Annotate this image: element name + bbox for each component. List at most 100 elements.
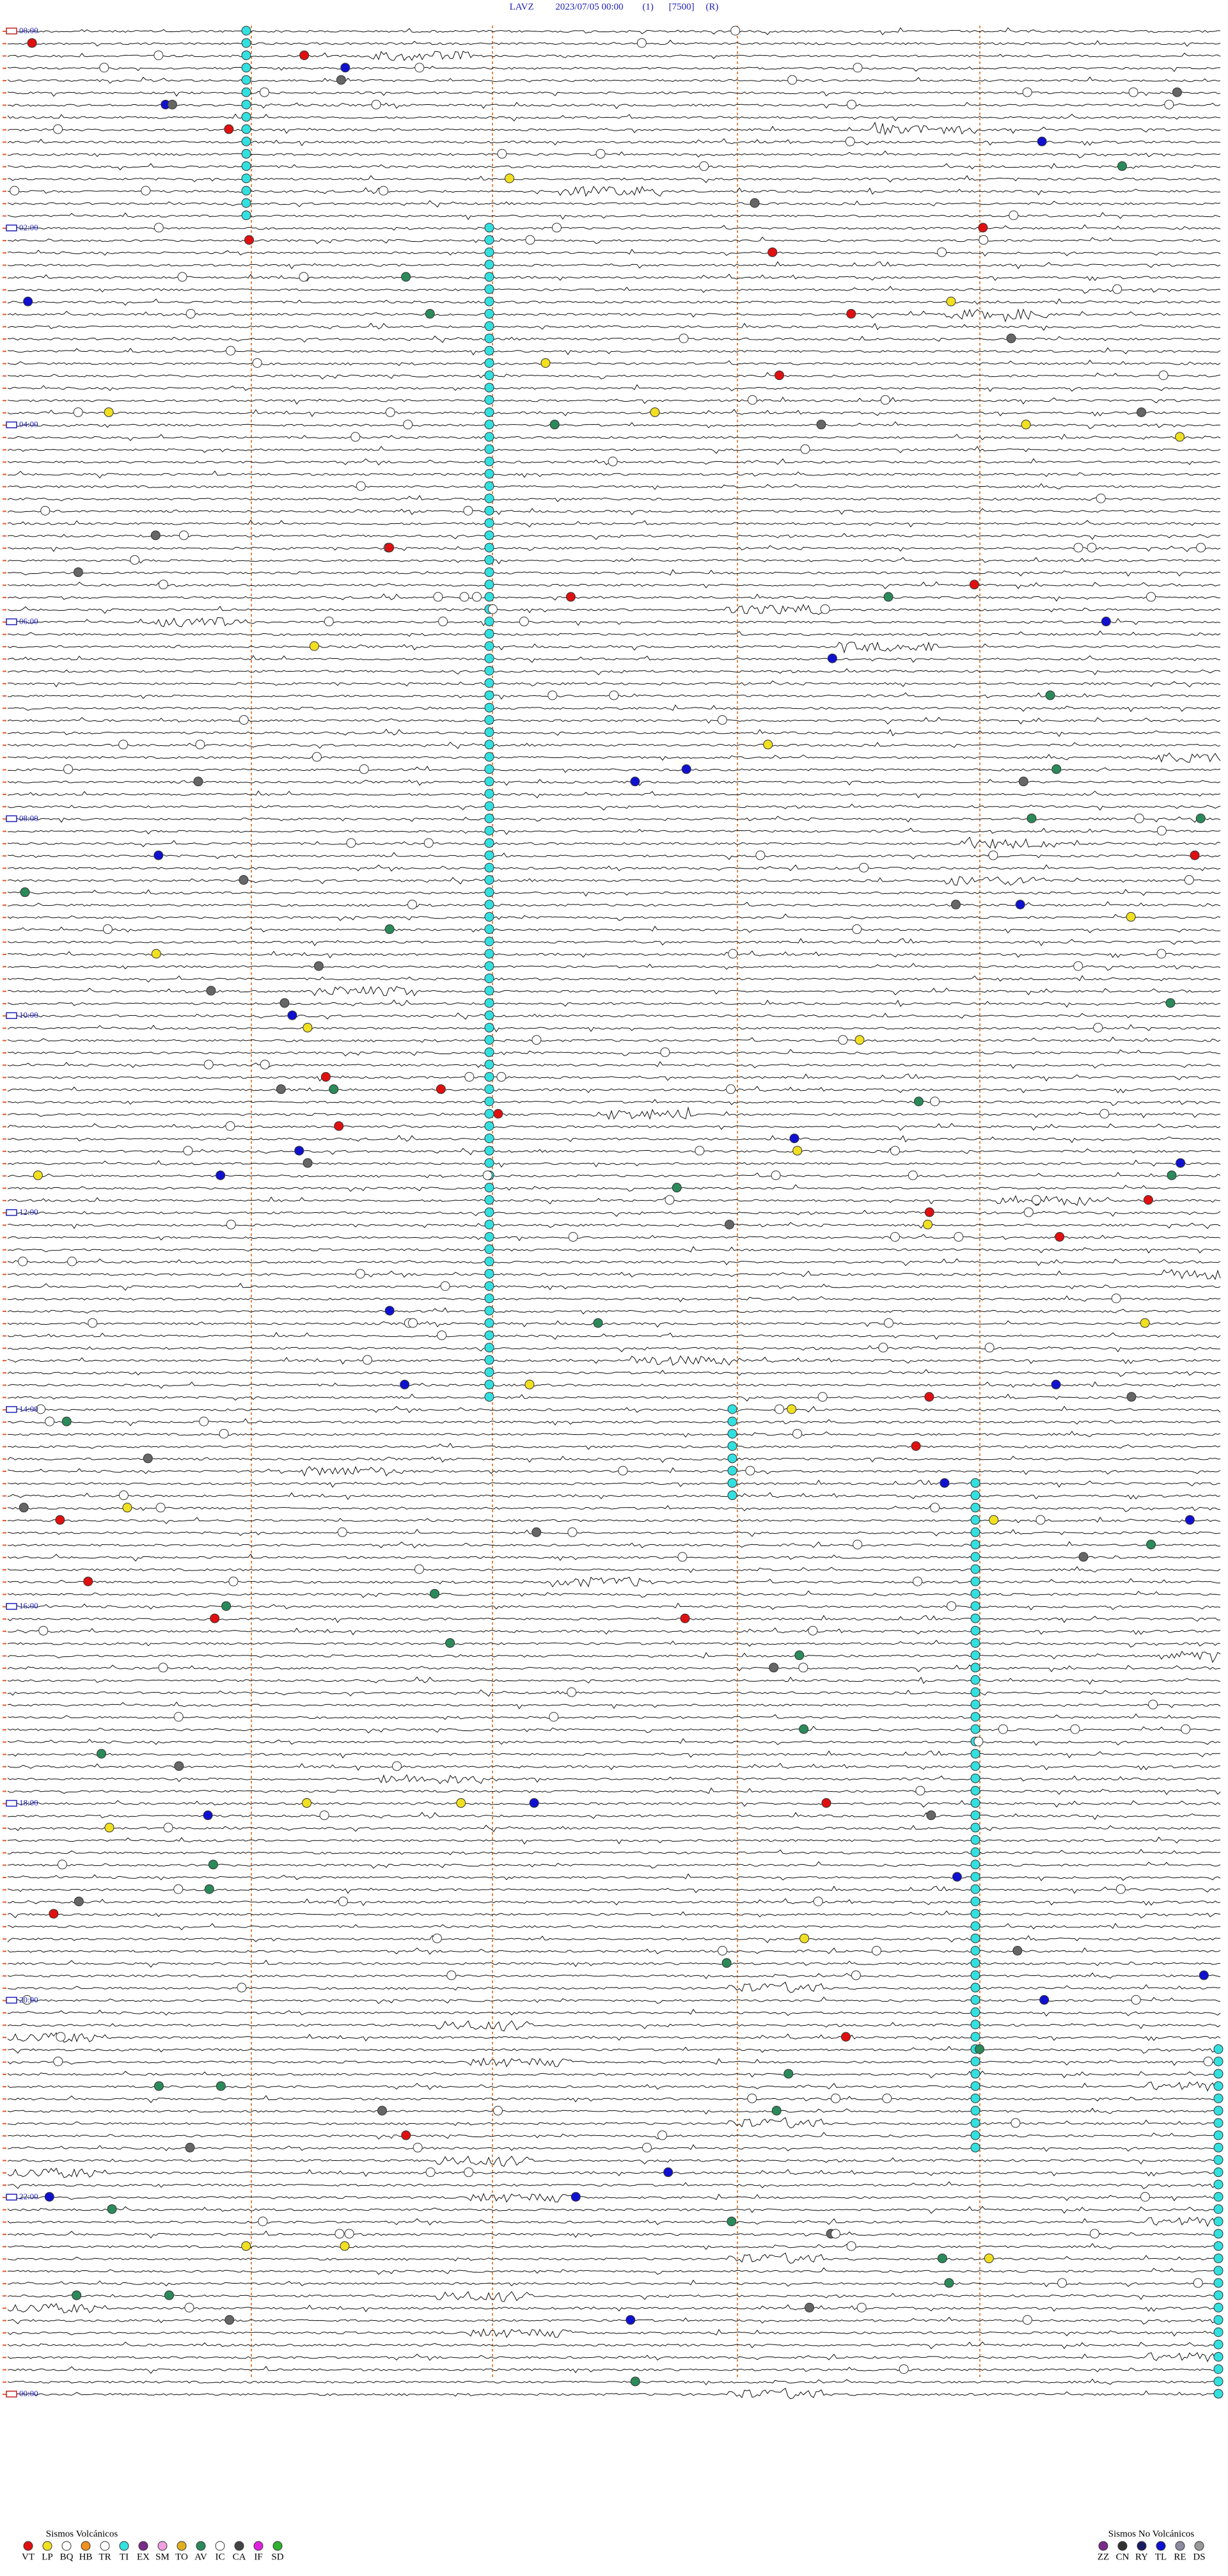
event-marker xyxy=(1035,1515,1046,1525)
event-marker xyxy=(484,358,494,368)
event-marker xyxy=(970,1896,980,1906)
event-marker xyxy=(1117,161,1127,171)
event-marker xyxy=(195,739,205,750)
event-marker xyxy=(1126,1392,1137,1402)
event-marker xyxy=(1213,2229,1224,2239)
event-marker xyxy=(484,862,494,873)
event-marker xyxy=(241,75,251,85)
event-marker xyxy=(241,210,251,221)
trace xyxy=(7,1258,1221,1267)
event-marker xyxy=(319,1810,329,1821)
event-marker xyxy=(820,604,830,614)
trace xyxy=(7,1492,1221,1500)
event-marker xyxy=(531,1035,542,1045)
event-marker xyxy=(747,2093,757,2103)
trace xyxy=(7,827,1221,835)
event-marker xyxy=(1213,2093,1224,2103)
event-marker xyxy=(484,407,494,417)
legend-swatch xyxy=(215,2541,225,2551)
trace xyxy=(7,236,1221,244)
legend-code: EX xyxy=(137,2552,150,2562)
event-marker xyxy=(1165,998,1176,1008)
trace xyxy=(7,1640,1221,1648)
event-marker xyxy=(23,296,33,306)
trace xyxy=(7,617,1221,628)
event-marker xyxy=(1073,961,1083,971)
event-marker xyxy=(608,456,618,466)
trace xyxy=(7,1664,1221,1673)
event-marker xyxy=(173,1884,184,1894)
event-marker xyxy=(970,1687,980,1697)
event-marker xyxy=(241,2241,251,2251)
trace xyxy=(7,2303,1221,2314)
trace xyxy=(7,347,1221,356)
event-marker xyxy=(937,247,947,257)
event-marker xyxy=(1131,1995,1141,2005)
event-marker xyxy=(384,542,395,553)
legend-swatch xyxy=(42,2541,52,2551)
legend-swatch xyxy=(1098,2541,1108,2551)
trace xyxy=(7,51,1221,61)
trace xyxy=(7,2206,1221,2214)
event-marker xyxy=(626,2315,636,2325)
event-marker xyxy=(1164,99,1174,109)
event-marker xyxy=(178,530,189,541)
trace xyxy=(7,470,1221,478)
event-marker xyxy=(988,850,998,860)
event-marker xyxy=(923,1219,933,1229)
event-marker xyxy=(241,112,251,122)
event-marker xyxy=(1213,2302,1224,2312)
event-marker xyxy=(38,1625,49,1636)
trace xyxy=(7,836,1221,849)
event-marker xyxy=(484,321,494,331)
legend-swatch xyxy=(61,2541,72,2551)
event-marker xyxy=(484,481,494,491)
event-marker xyxy=(1213,2130,1224,2140)
event-marker xyxy=(970,1601,980,1611)
trace xyxy=(7,680,1221,688)
event-marker xyxy=(946,296,956,306)
event-marker xyxy=(970,1884,980,1894)
event-marker xyxy=(324,617,334,627)
trace xyxy=(7,2117,1221,2129)
trace xyxy=(7,766,1221,773)
event-marker xyxy=(53,2057,63,2067)
event-marker xyxy=(484,370,494,381)
event-marker xyxy=(1213,2106,1224,2116)
trace xyxy=(7,1935,1221,1943)
event-marker xyxy=(224,2315,235,2325)
event-marker xyxy=(680,1613,690,1624)
event-marker xyxy=(210,1613,220,1624)
trace xyxy=(7,2155,1221,2167)
event-marker xyxy=(851,1970,861,1980)
time-box xyxy=(6,1799,17,1807)
trace xyxy=(7,2291,1221,2302)
trace xyxy=(7,654,1221,663)
event-marker xyxy=(571,2192,581,2202)
trace xyxy=(7,593,1221,602)
event-marker xyxy=(1158,370,1169,381)
event-marker xyxy=(484,961,494,971)
event-marker xyxy=(484,899,494,910)
event-marker xyxy=(33,1170,43,1180)
trace xyxy=(7,2243,1221,2250)
trace xyxy=(7,286,1221,294)
event-marker xyxy=(484,1281,494,1291)
event-marker xyxy=(952,1872,962,1882)
event-marker xyxy=(831,2093,841,2103)
event-marker xyxy=(755,850,766,860)
event-marker xyxy=(464,2167,474,2177)
event-marker xyxy=(484,1059,494,1070)
event-marker xyxy=(650,407,660,417)
trace xyxy=(7,1307,1221,1315)
event-marker xyxy=(107,2204,117,2214)
event-marker xyxy=(808,1625,818,1636)
trace xyxy=(8,1098,1221,1107)
trace xyxy=(7,778,1221,786)
event-marker xyxy=(727,1490,737,1501)
trace xyxy=(7,1369,1221,1377)
event-marker xyxy=(484,702,494,713)
event-marker xyxy=(821,1798,831,1808)
trace xyxy=(7,1849,1221,1856)
